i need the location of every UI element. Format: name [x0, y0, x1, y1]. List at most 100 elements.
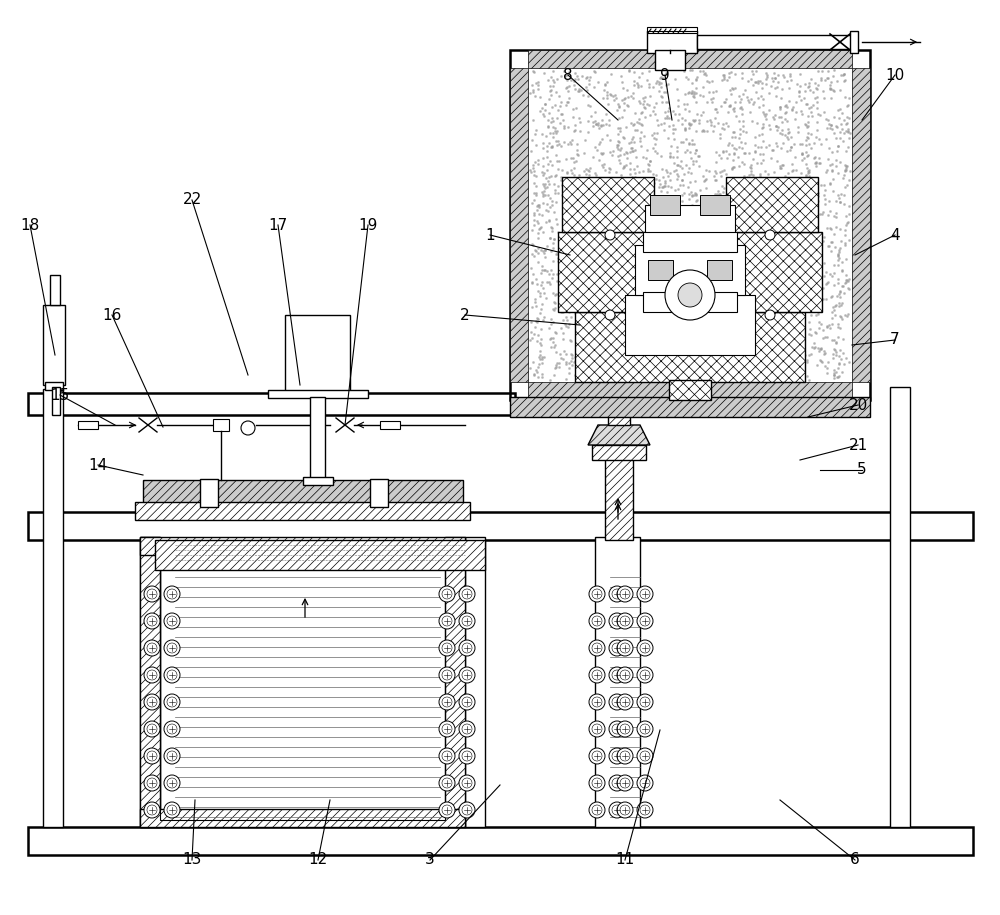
Point — [707, 188, 723, 202]
Point — [558, 371, 574, 386]
Point — [610, 142, 626, 156]
Point — [691, 368, 707, 382]
Point — [656, 352, 672, 367]
Circle shape — [589, 586, 605, 602]
Point — [542, 331, 558, 346]
Point — [632, 95, 648, 110]
Point — [818, 112, 834, 126]
Point — [747, 74, 763, 89]
Text: 1: 1 — [485, 228, 495, 242]
Point — [776, 267, 792, 282]
Point — [629, 123, 645, 137]
Bar — [669, 380, 711, 400]
Text: 2: 2 — [460, 307, 470, 322]
Point — [670, 92, 686, 107]
Point — [799, 236, 815, 251]
Point — [699, 193, 715, 208]
Point — [744, 251, 760, 265]
Point — [826, 371, 842, 385]
Point — [545, 130, 561, 145]
Bar — [625, 295, 755, 355]
Point — [813, 248, 829, 263]
Point — [721, 322, 737, 337]
Point — [781, 243, 797, 258]
Point — [649, 207, 665, 221]
Point — [781, 93, 797, 108]
Point — [596, 83, 612, 98]
Point — [545, 335, 561, 350]
Point — [660, 281, 676, 296]
Point — [832, 124, 848, 139]
Point — [773, 206, 789, 221]
Point — [797, 348, 813, 362]
Point — [736, 145, 752, 160]
Point — [684, 270, 700, 285]
Point — [564, 271, 580, 285]
Point — [684, 136, 700, 151]
Point — [633, 193, 649, 208]
Point — [664, 249, 680, 264]
Point — [754, 120, 770, 135]
Point — [541, 92, 557, 106]
Point — [803, 282, 819, 296]
Point — [534, 185, 550, 199]
Point — [652, 70, 668, 85]
Point — [569, 136, 585, 151]
Point — [809, 81, 825, 96]
Circle shape — [637, 667, 653, 683]
Point — [734, 226, 750, 241]
Point — [634, 368, 650, 382]
Point — [722, 83, 738, 98]
Point — [828, 210, 844, 224]
Point — [833, 116, 849, 131]
Point — [821, 239, 837, 253]
Point — [746, 252, 762, 266]
Point — [601, 268, 617, 283]
Point — [841, 272, 857, 286]
Point — [723, 339, 739, 354]
Point — [567, 230, 583, 244]
Point — [666, 197, 682, 211]
Point — [724, 161, 740, 176]
Point — [598, 284, 614, 298]
Point — [732, 346, 748, 361]
Point — [795, 330, 811, 345]
Point — [536, 66, 552, 81]
Point — [541, 214, 557, 229]
Point — [770, 68, 786, 82]
Point — [646, 126, 662, 141]
Point — [670, 336, 686, 350]
Point — [792, 324, 808, 339]
Point — [626, 199, 642, 214]
Point — [564, 181, 580, 196]
Point — [693, 370, 709, 384]
Point — [633, 124, 649, 139]
Point — [777, 255, 793, 270]
Point — [783, 130, 799, 145]
Point — [545, 241, 561, 255]
Point — [712, 324, 728, 339]
Point — [774, 124, 790, 138]
Point — [700, 280, 716, 295]
Point — [532, 344, 548, 359]
Point — [577, 277, 593, 292]
Point — [799, 160, 815, 175]
Point — [769, 138, 785, 153]
Point — [765, 370, 781, 384]
Point — [530, 75, 546, 90]
Point — [833, 351, 849, 366]
Point — [824, 122, 840, 136]
Point — [661, 233, 677, 248]
Point — [744, 114, 760, 129]
Point — [547, 186, 563, 200]
Point — [692, 183, 708, 198]
Point — [803, 328, 819, 342]
Point — [799, 251, 815, 265]
Bar — [707, 260, 732, 280]
Point — [578, 310, 594, 325]
Point — [601, 193, 617, 208]
Point — [722, 180, 738, 195]
Point — [727, 333, 743, 348]
Point — [660, 130, 676, 145]
Point — [830, 275, 846, 290]
